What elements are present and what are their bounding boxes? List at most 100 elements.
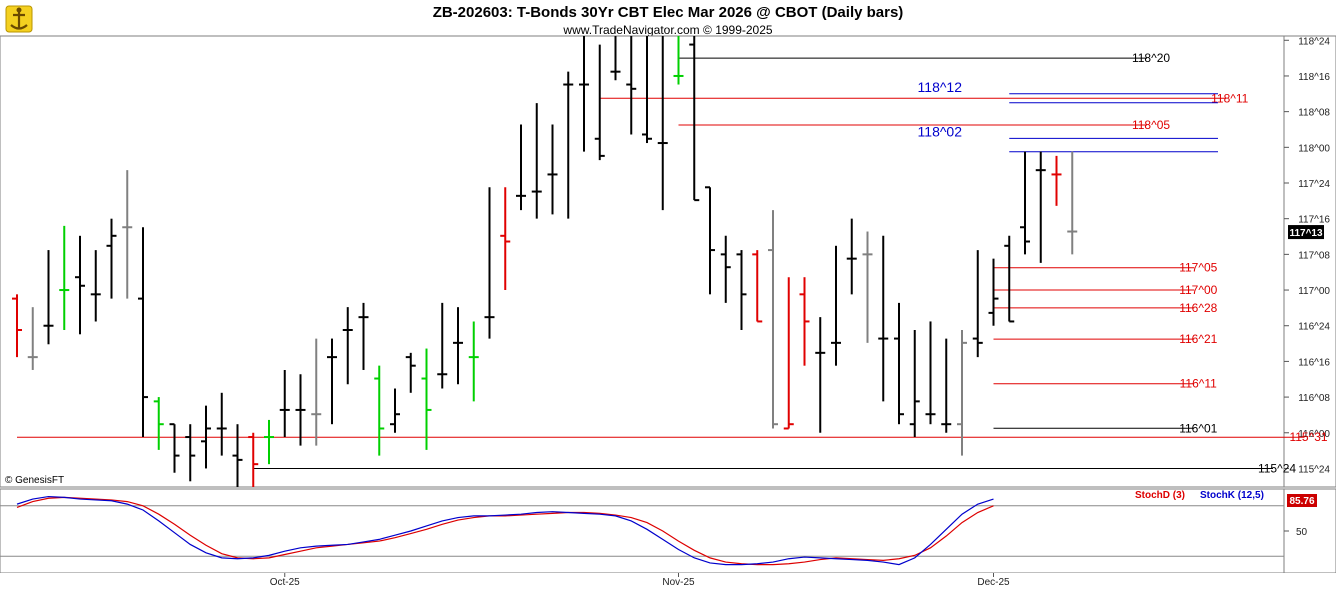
- ohlc-bar: [248, 432, 259, 487]
- ohlc-bar: [941, 338, 952, 433]
- ohlc-bar: [279, 369, 290, 438]
- ohlc-bar: [815, 317, 826, 433]
- level-label: 118^20: [1132, 51, 1170, 65]
- ohlc-bar: [201, 405, 211, 469]
- ohlc-bar: [1067, 151, 1078, 255]
- chart-title: ZB-202603: T-Bonds 30Yr CBT Elec Mar 202…: [433, 4, 904, 21]
- stochastic-panel: [0, 488, 1285, 574]
- level-label: 116^21: [1179, 332, 1217, 346]
- ohlc-bar: [185, 424, 196, 482]
- ohlc-bar: [421, 348, 432, 450]
- ohlc-bar: [106, 218, 117, 299]
- price-panel: [0, 35, 1285, 488]
- ohlc-bar: [153, 397, 164, 450]
- ohlc-bar: [405, 352, 416, 393]
- ohlc-bar: [610, 36, 621, 81]
- level-label: 116^11: [1180, 377, 1218, 391]
- ohlc-bar: [1051, 155, 1062, 206]
- ohlc-bar: [122, 170, 133, 299]
- legend-stoch-k: StochK (12,5): [1200, 490, 1264, 501]
- ohlc-bar: [75, 235, 85, 335]
- price-axis: [1283, 35, 1336, 488]
- stochastic-series-line: [16, 495, 994, 566]
- level-label: 117^00: [1179, 283, 1217, 297]
- price-tick-label: 115^24: [1298, 464, 1330, 475]
- level-label: 116^28: [1179, 301, 1217, 315]
- ohlc-bar: [831, 245, 841, 366]
- price-tick-label: 116^16: [1298, 357, 1330, 368]
- ohlc-bar: [374, 365, 385, 456]
- price-tick-label: 118^08: [1298, 108, 1330, 119]
- ohlc-bar: [736, 250, 747, 331]
- stochastic-tick-50: 50: [1296, 527, 1308, 538]
- ohlc-bar: [563, 71, 574, 219]
- ohlc-bar: [484, 187, 495, 339]
- ohlc-bar: [1035, 151, 1046, 263]
- date-tick-label: Dec-25: [977, 577, 1010, 588]
- legend-stoch-d: StochD (3): [1135, 490, 1185, 501]
- price-tick-label: 116^08: [1298, 393, 1330, 404]
- ohlc-bar: [642, 36, 652, 144]
- level-label: 117^05: [1179, 261, 1217, 275]
- level-label: 118^05: [1132, 118, 1170, 132]
- ohlc-bar: [925, 321, 936, 425]
- ohlc-bar: [988, 258, 999, 326]
- level-label: 115^24: [1258, 461, 1296, 475]
- ohlc-bar: [138, 227, 148, 438]
- ohlc-bar: [972, 250, 983, 358]
- ohlc-bar: [720, 235, 731, 303]
- ohlc-bar: [878, 235, 889, 402]
- ohlc-bar: [689, 36, 700, 202]
- ohlc-bar: [657, 36, 668, 211]
- price-tick-label: 117^24: [1298, 179, 1330, 190]
- ohlc-bar: [500, 187, 511, 291]
- ohlc-bar: [626, 36, 637, 135]
- date-ticks: Oct-25 Nov-25 Dec-25: [270, 573, 1010, 588]
- ohlc-bar: [894, 302, 904, 425]
- date-tick-label: Oct-25: [270, 577, 300, 588]
- logo-icon: [5, 5, 33, 33]
- ohlc-bar: [264, 419, 274, 465]
- ohlc-bar: [342, 307, 353, 385]
- price-tick-label: 116^00: [1298, 429, 1330, 440]
- level-label: 116^01: [1179, 421, 1217, 435]
- price-levels: 118^20118^12118^11118^10118^05118^02117^…: [17, 51, 1328, 475]
- ohlc-bar: [547, 124, 558, 215]
- last-price-badge: 117^13: [1288, 225, 1324, 240]
- ohlc-bar: [27, 307, 38, 370]
- level-label: 118^02: [918, 123, 963, 139]
- ohlc-bar: [909, 330, 920, 438]
- level-label: 118^11: [1211, 91, 1249, 105]
- price-tick-label: 117^16: [1298, 215, 1330, 226]
- price-tick-label: 118^00: [1298, 143, 1330, 154]
- ohlc-bar: [437, 302, 448, 389]
- ohlc-bar: [59, 225, 70, 331]
- ohlc-bar: [531, 103, 542, 219]
- level-label: 115^31: [1289, 430, 1327, 444]
- price-tick-label: 118^16: [1298, 72, 1330, 83]
- level-label: 118^12: [918, 79, 963, 95]
- ohlc-bar: [1020, 151, 1030, 255]
- ohlc-bar: [799, 277, 810, 366]
- stochastic-legend: StochD (3) StochK (12,5): [1135, 490, 1264, 501]
- ohlc-bar: [327, 338, 337, 425]
- date-tick-label: Nov-25: [662, 577, 695, 588]
- ohlc-bar: [594, 44, 605, 161]
- ohlc-bar: [468, 321, 479, 402]
- ohlc-bar: [673, 36, 684, 85]
- ohlc-bar: [752, 250, 763, 323]
- ohlc-bar: [768, 210, 778, 429]
- ohlc-bar: [232, 424, 243, 487]
- last-price-label: 117^13: [1289, 228, 1323, 239]
- ohlc-bar: [169, 423, 180, 473]
- price-axis-ticks: 115^24 116^00 116^08 116^16 116^24 117^00 117^…: [1284, 36, 1330, 475]
- ohlc-bar: [516, 124, 526, 211]
- ohlc-bar: [295, 374, 306, 446]
- ohlc-bar: [705, 186, 715, 295]
- ohlc-bar: [957, 330, 967, 456]
- ohlc-bar: [1004, 235, 1015, 323]
- ohlc-bar: [783, 277, 794, 430]
- date-axis: [0, 573, 1336, 591]
- watermark: © GenesisFT: [5, 475, 64, 486]
